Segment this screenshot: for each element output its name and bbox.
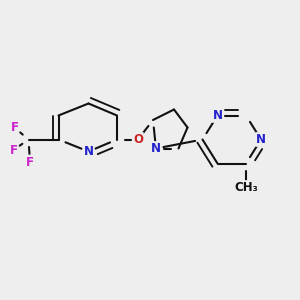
Text: F: F [26, 155, 34, 169]
Text: N: N [212, 109, 223, 122]
Text: CH₃: CH₃ [234, 181, 258, 194]
Text: O: O [133, 133, 143, 146]
Text: N: N [256, 133, 266, 146]
Text: N: N [83, 145, 94, 158]
Text: F: F [10, 143, 17, 157]
Text: N: N [151, 142, 161, 155]
Text: F: F [11, 121, 18, 134]
